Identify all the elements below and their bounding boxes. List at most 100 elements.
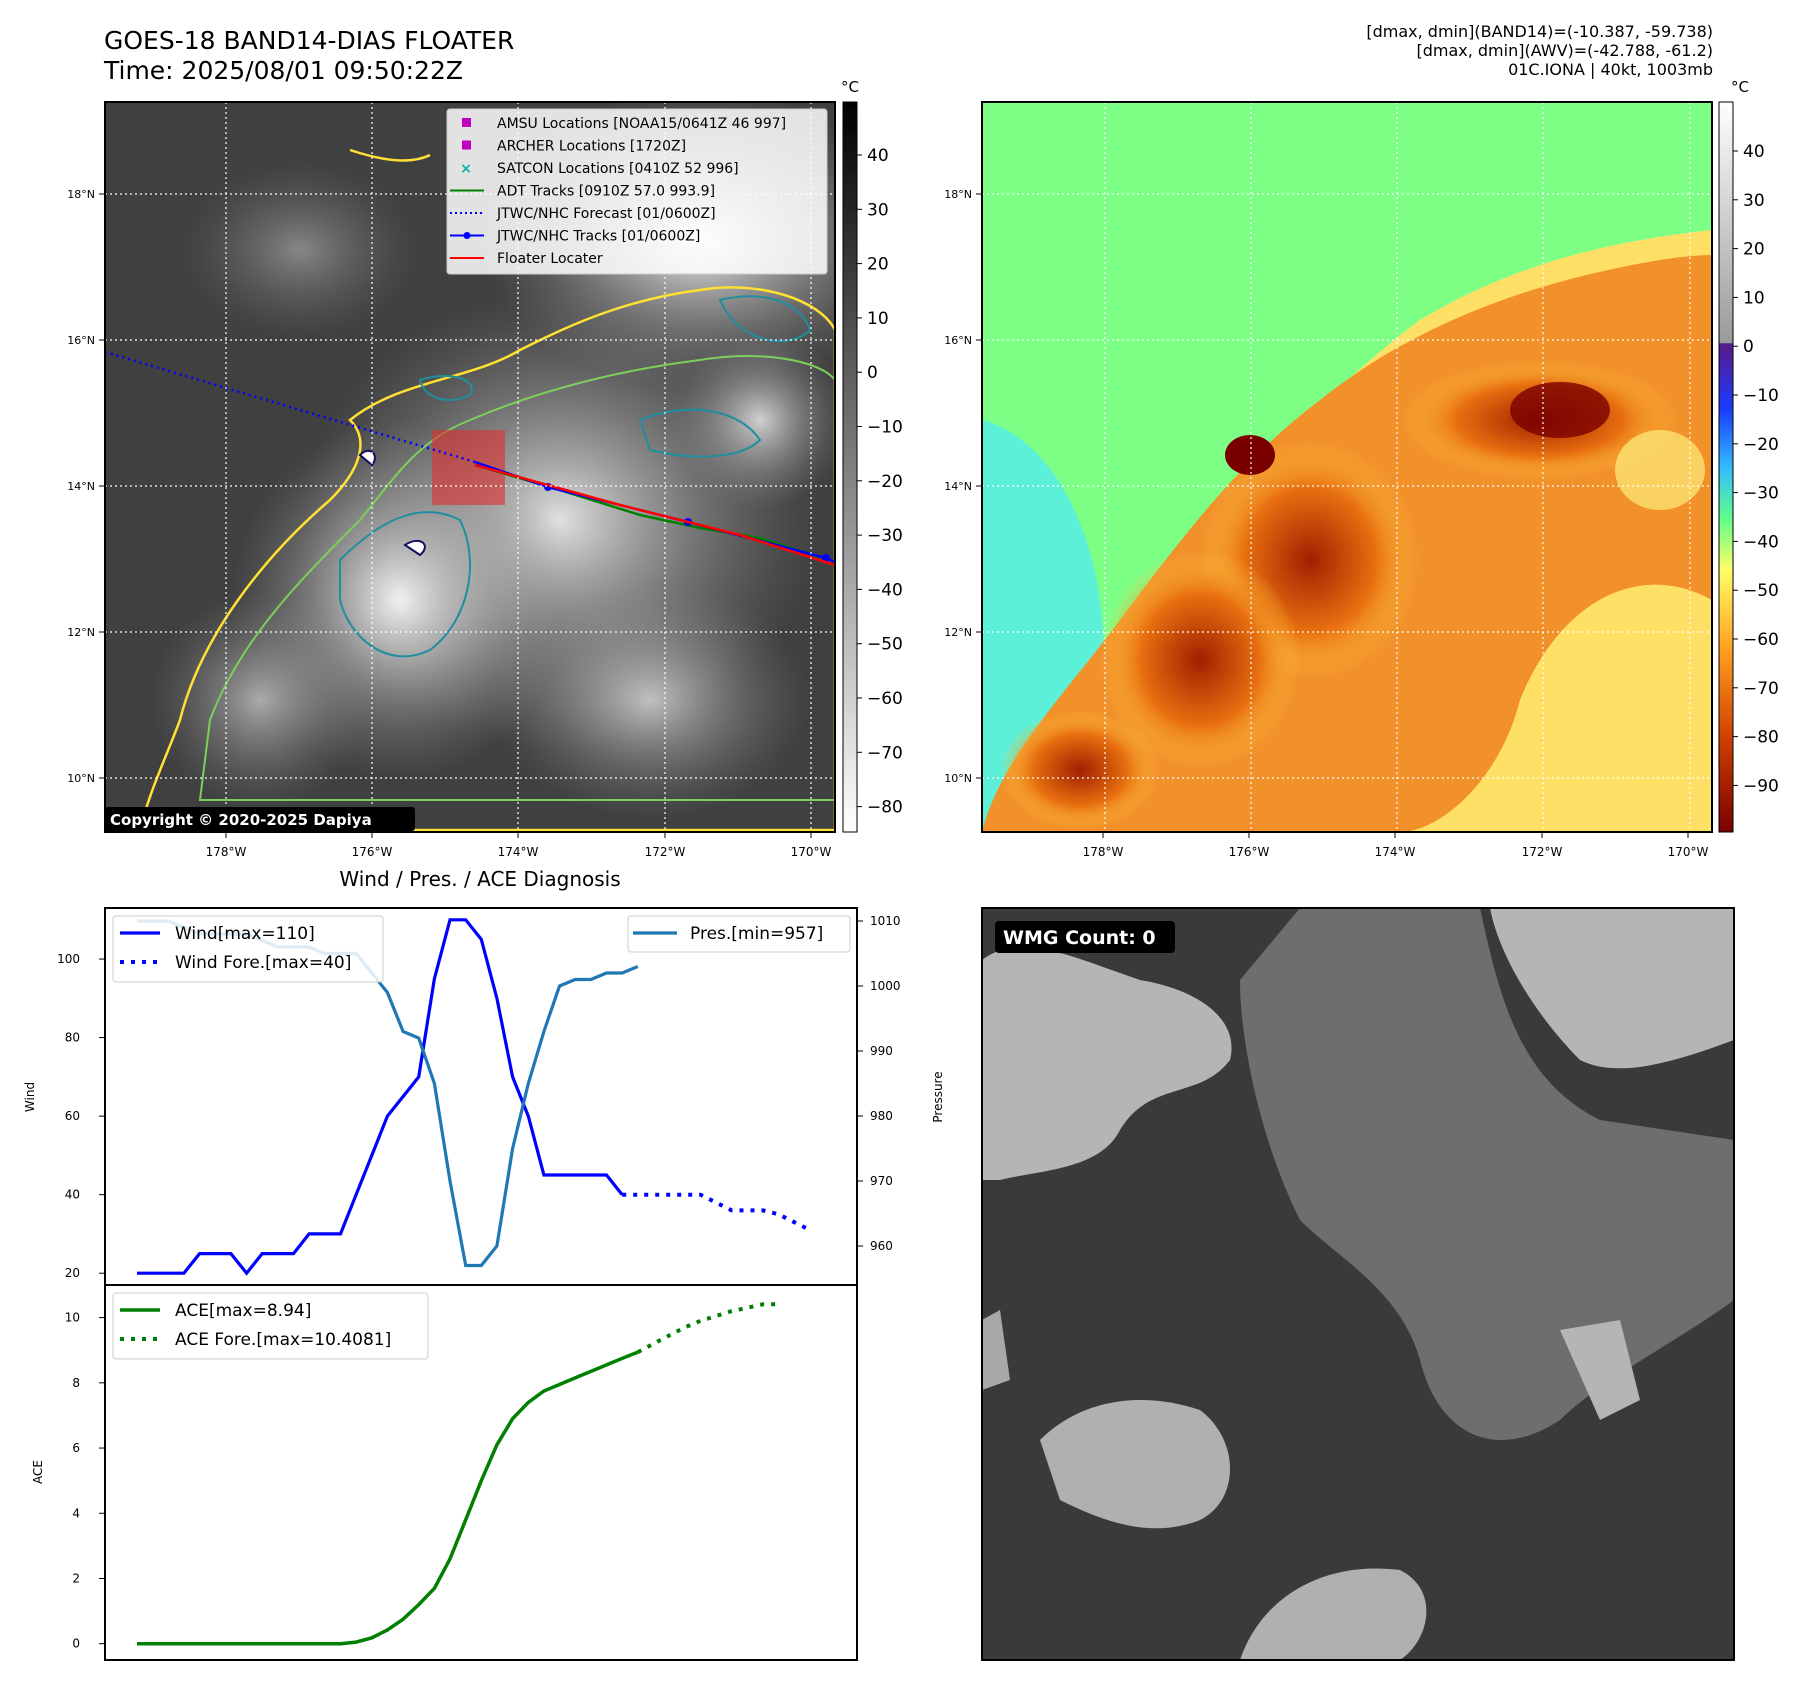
- left-colorbar-tick-label: −20: [867, 472, 903, 492]
- pressure-legend: Pres.[min=957]: [627, 915, 851, 953]
- legend-entry-label: JTWC/NHC Tracks [01/0600Z]: [496, 229, 700, 245]
- right-lat-tick-label: 12°N: [944, 626, 972, 639]
- left-colorbar-tick-label: −70: [867, 743, 903, 763]
- left-lon-tick-label: 174°W: [498, 845, 539, 859]
- right-lat-tick-label: 10°N: [944, 772, 972, 785]
- ace-legend-box: [112, 1292, 429, 1360]
- left-colorbar-tick-label: −10: [867, 418, 903, 438]
- left-colorbar-tick-label: −50: [867, 635, 903, 655]
- left-lat-ticks: 18°N 16°N 14°N 12°N 10°N: [67, 188, 105, 785]
- legend-marker-square: [462, 140, 471, 150]
- left-map-legend: AMSU Locations [NOAA15/0641Z 46 997] ARCH…: [446, 108, 828, 275]
- wind-y-tick-label: 100: [57, 952, 80, 966]
- left-lon-ticks: 178°W 176°W 174°W 172°W 170°W: [206, 832, 832, 859]
- legend-entry-label: ARCHER Locations [1720Z]: [497, 139, 686, 155]
- right-colorbar-tick-label: 10: [1743, 288, 1765, 308]
- right-lat-tick-label: 14°N: [944, 480, 972, 493]
- ace-panel: 0 2 4 6 8 10 ACE ACE[max=8.94] ACE Fore.[max=1…: [31, 1284, 858, 1661]
- legend-marker-square: [462, 118, 471, 127]
- right-map-imagery: [982, 102, 1712, 832]
- right-colorbar-tick-label: −40: [1743, 532, 1779, 552]
- series-line-ace-fore-max-: [636, 1302, 779, 1354]
- legend-marker-dot: [463, 232, 471, 239]
- wind-legend-box: [112, 915, 384, 983]
- right-colorbar-tick-label: −10: [1743, 386, 1779, 406]
- left-colorbar: [842, 101, 858, 833]
- ace-y-tick-label: 10: [65, 1311, 80, 1325]
- wind-legend-label: Wind Fore.[max=40]: [175, 953, 351, 973]
- diagnosis-title: Wind / Pres. / ACE Diagnosis: [339, 867, 620, 891]
- wind-y-label: Wind: [23, 1082, 37, 1112]
- ace-legend-label: ACE[max=8.94]: [175, 1301, 311, 1321]
- left-colorbar-tick-label: 40: [867, 146, 889, 166]
- right-lon-tick-label: 176°W: [1229, 845, 1270, 859]
- figure-title: GOES-18 BAND14-DIAS FLOATER: [104, 26, 515, 55]
- legend-entry-label: ADT Tracks [0910Z 57.0 993.9]: [497, 184, 715, 200]
- right-colorbar: [1718, 101, 1734, 833]
- wind-y-tick-label: 80: [65, 1031, 80, 1045]
- left-colorbar-tick-label: 30: [867, 200, 889, 220]
- left-lon-tick-label: 172°W: [645, 845, 686, 859]
- wind-y-tick-label: 40: [65, 1188, 80, 1202]
- left-lat-tick-label: 16°N: [67, 334, 95, 347]
- ace-y-tick-label: 6: [72, 1441, 80, 1455]
- right-colorbar-tick-label: −80: [1743, 728, 1779, 748]
- right-colorbar-tick-label: 0: [1743, 337, 1754, 357]
- ace-y-label: ACE: [31, 1460, 45, 1484]
- legend-marker-x: ×: [460, 161, 472, 177]
- stats-band14: [dmax, dmin](BAND14)=(-10.387, -59.738): [1366, 22, 1713, 41]
- wmg-count-label: WMG Count: 0: [1003, 927, 1156, 949]
- left-colorbar-tick-label: 10: [867, 309, 889, 329]
- ace-y-tick-label: 8: [72, 1376, 80, 1390]
- ace-y-tick-label: 4: [72, 1506, 80, 1520]
- pressure-y-tick-label: 960: [870, 1239, 893, 1253]
- pressure-y-tick-label: 970: [870, 1174, 893, 1188]
- legend-entry-label: JTWC/NHC Forecast [01/0600Z]: [496, 206, 716, 222]
- left-colorbar-tick-label: 20: [867, 255, 889, 275]
- pressure-legend-label: Pres.[min=957]: [690, 924, 823, 944]
- right-lon-tick-label: 170°W: [1668, 845, 1709, 859]
- right-lon-tick-label: 172°W: [1522, 845, 1563, 859]
- left-colorbar-tick-label: 0: [867, 363, 878, 383]
- left-map-panel: 40 30 20 10 0 −10 −20 −30 −40 −50 −60 −70 −80 °C 18°…: [67, 78, 903, 859]
- stats-awv: [dmax, dmin](AWV)=(-42.788, -61.2): [1416, 41, 1713, 60]
- left-lon-tick-label: 178°W: [206, 845, 247, 859]
- legend-entry-label: Floater Locater: [497, 251, 603, 267]
- right-lon-ticks: 178°W 176°W 174°W 172°W 170°W: [1083, 832, 1709, 859]
- left-colorbar-tick-label: −30: [867, 526, 903, 546]
- wind-y-tick-label: 20: [65, 1266, 80, 1280]
- ace-legend-label: ACE Fore.[max=10.4081]: [175, 1330, 391, 1350]
- right-colorbar-tick-label: −90: [1743, 776, 1779, 796]
- right-colorbar-tick-label: −60: [1743, 630, 1779, 650]
- pressure-y-tick-label: 1010: [870, 914, 901, 928]
- legend-entry-label: AMSU Locations [NOAA15/0641Z 46 997]: [497, 116, 786, 132]
- copyright-label: Copyright © 2020-2025 Dapiya: [110, 811, 372, 829]
- right-colorbar-tick-label: −30: [1743, 484, 1779, 504]
- left-lon-tick-label: 170°W: [791, 845, 832, 859]
- left-lat-tick-label: 12°N: [67, 626, 95, 639]
- pressure-y-tick-label: 990: [870, 1044, 893, 1058]
- wmg-panel: WMG Count: 0: [981, 907, 1735, 1661]
- pressure-legend-box: [627, 915, 851, 953]
- wmg-imagery: [982, 908, 1734, 1660]
- right-lon-tick-label: 174°W: [1375, 845, 1416, 859]
- wind-y-ticks: 20 40 60 80 100: [57, 952, 105, 1280]
- wind-pressure-panel: Wind / Pres. / ACE Diagnosis 20 40 60 80 100…: [23, 867, 945, 1286]
- left-lat-tick-label: 14°N: [67, 480, 95, 493]
- left-colorbar-tick-label: −40: [867, 580, 903, 600]
- figure-time: Time: 2025/08/01 09:50:22Z: [104, 56, 463, 85]
- wind-legend-label: Wind[max=110]: [175, 924, 315, 944]
- pressure-y-ticks: 960 970 980 990 1000 1010: [857, 914, 901, 1253]
- right-colorbar-tick-label: 40: [1743, 142, 1765, 162]
- header-right-stats: [dmax, dmin](BAND14)=(-10.387, -59.738) …: [1113, 22, 1713, 79]
- right-colorbar-tick-label: −20: [1743, 435, 1779, 455]
- right-lat-ticks: 18°N 16°N 14°N 12°N 10°N: [944, 188, 982, 785]
- left-colorbar-unit: °C: [841, 78, 859, 96]
- series-line-ace-max-: [137, 1350, 639, 1646]
- right-lat-tick-label: 16°N: [944, 334, 972, 347]
- pressure-y-label: Pressure: [931, 1071, 945, 1122]
- right-lon-tick-label: 178°W: [1083, 845, 1124, 859]
- storm-info: 01C.IONA | 40kt, 1003mb: [1508, 60, 1713, 79]
